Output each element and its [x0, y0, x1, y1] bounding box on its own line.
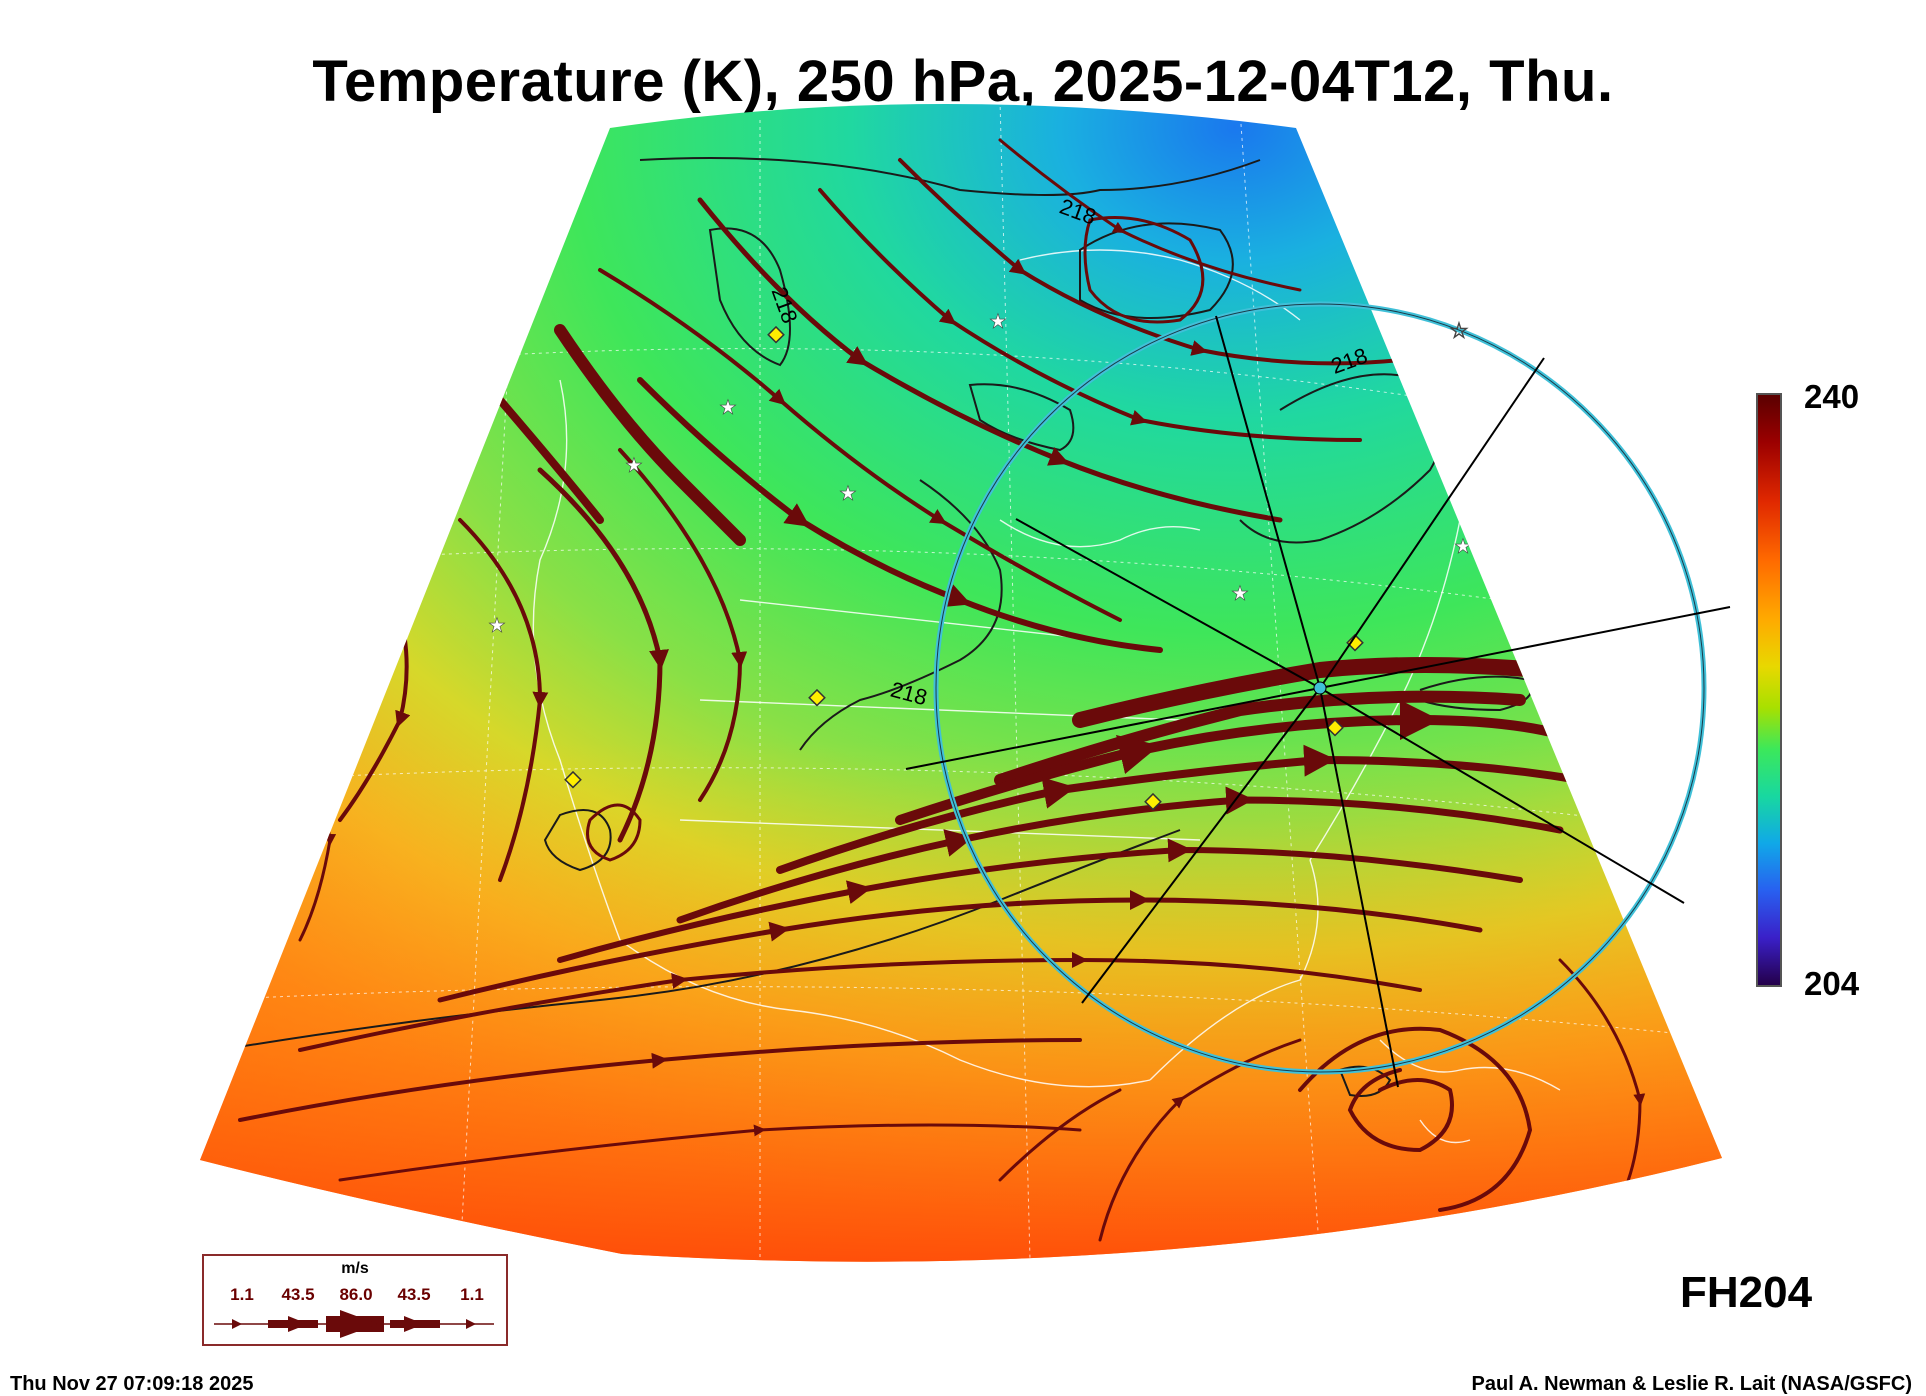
- streamline: [586, 803, 642, 862]
- streamline: [1083, 216, 1205, 324]
- range-ring-inner: [935, 303, 1705, 1073]
- credit-line: Paul A. Newman & Leslie R. Lait (NASA/GS…: [1471, 1373, 1912, 1395]
- streamline: [818, 188, 1362, 442]
- streamline: [1298, 1026, 1533, 1212]
- streamline: [898, 158, 1402, 366]
- ring-center-marker: [1313, 681, 1327, 695]
- map-title: Temperature (K), 250 hPa, 2025-12-04T12,…: [312, 49, 1614, 114]
- wind-legend-value: 1.1: [460, 1285, 484, 1304]
- streamline: [537, 467, 669, 843]
- star-marker: ☆: [1449, 318, 1469, 343]
- star-marker: ★: [488, 615, 506, 637]
- diamond-marker: [1144, 792, 1162, 811]
- streamline: [776, 744, 1584, 874]
- streamline: [998, 1088, 1122, 1182]
- wind-legend-units: m/s: [341, 1260, 369, 1277]
- streamline: [496, 396, 604, 524]
- diamond-marker: [808, 688, 826, 707]
- range-ring-overlay: ☆: [905, 301, 1731, 1088]
- star-marker: ★: [839, 483, 857, 505]
- streamline: [637, 377, 1163, 653]
- wind-legend-value: 43.5: [281, 1285, 315, 1304]
- map-sector: [200, 104, 1722, 1262]
- star-marker: ★: [719, 397, 737, 419]
- streamline: [557, 838, 1523, 963]
- star-marker: ★: [625, 455, 643, 477]
- streamline: [676, 786, 1564, 924]
- station-markers: ★ ★ ★ ★ ★ ★ ★: [488, 311, 1472, 811]
- streamline: [554, 324, 746, 546]
- streamline: [998, 138, 1302, 292]
- wind-legend-value: 86.0: [339, 1285, 373, 1304]
- temperature-field-warm-overlay: [200, 104, 1722, 1262]
- colorbar-min-label: 204: [1804, 965, 1860, 1002]
- diamond-marker: [1346, 633, 1364, 652]
- wind-legend-value: 1.1: [230, 1285, 254, 1304]
- wind-legend-value: 43.5: [397, 1285, 431, 1304]
- streamline: [338, 1123, 1082, 1182]
- wind-legend-arrows: [214, 1310, 494, 1338]
- star-marker: ★: [989, 311, 1007, 333]
- star-marker: ★: [1454, 536, 1472, 558]
- generation-timestamp: Thu Nov 27 07:09:18 2025: [10, 1373, 254, 1395]
- wind-legend: m/s 1.1 43.5 86.0 43.5 1.1: [202, 1254, 508, 1346]
- forecast-hour-label: FH204: [1680, 1268, 1813, 1317]
- streamline: [618, 448, 748, 802]
- streamline: [458, 518, 549, 882]
- streamline: [298, 951, 1422, 1052]
- diamond-marker: [767, 325, 785, 344]
- colorbar-max-label: 240: [1804, 378, 1860, 415]
- streamline: [437, 889, 1483, 1003]
- streamline: [1098, 1038, 1302, 1242]
- diamond-marker: [564, 770, 582, 789]
- streamline: [1558, 958, 1646, 1202]
- streamline: [1347, 1068, 1454, 1153]
- colorbar: [1756, 393, 1782, 987]
- diamond-marker: [1326, 718, 1344, 737]
- streamline: [895, 700, 1585, 825]
- star-marker: ★: [1231, 583, 1249, 605]
- streamline: [238, 1038, 1082, 1122]
- bearing-lines: [905, 315, 1731, 1088]
